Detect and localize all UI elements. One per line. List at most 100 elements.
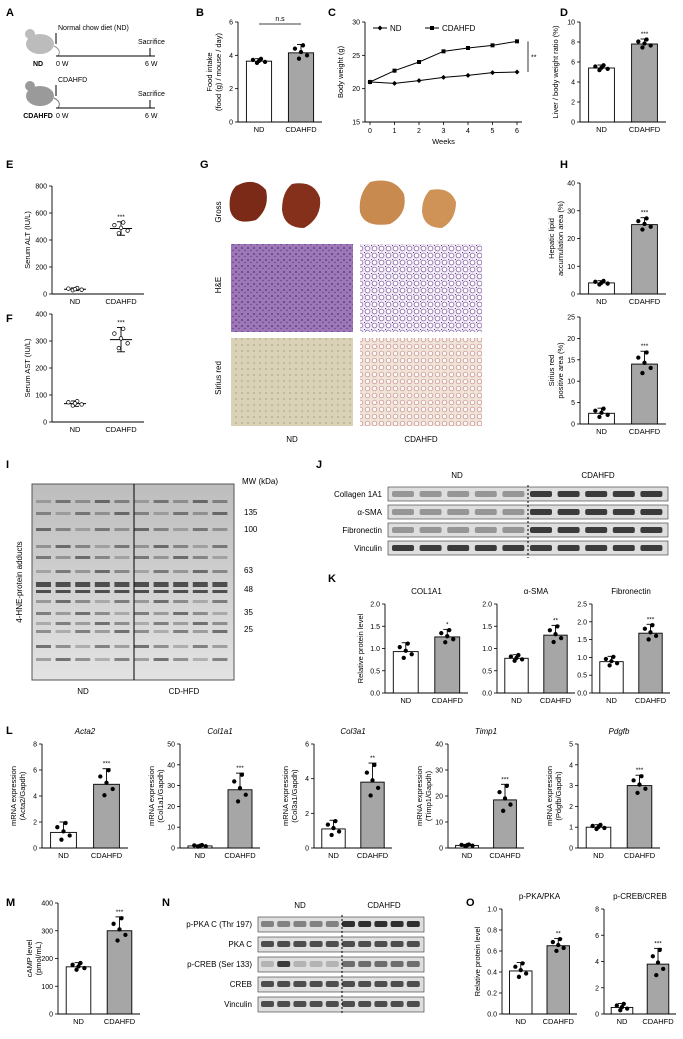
- hne-band: [153, 645, 169, 648]
- data-dot-H2: [636, 355, 641, 360]
- data-dot-E: [116, 231, 121, 236]
- y-tick-label-L3: 2: [305, 811, 309, 818]
- y-axis-label-line: (Pdgfb/Gapdh): [554, 771, 563, 821]
- data-dot-K3: [607, 663, 612, 668]
- y-tick-label-L2: 20: [167, 804, 175, 811]
- hne-band: [212, 545, 228, 548]
- y-tick-label-D: 4: [571, 80, 575, 87]
- y-tick-label-K3: 1.0: [577, 655, 587, 662]
- bar-L3-nd: [321, 828, 346, 849]
- y-tick-label-B: 6: [229, 20, 233, 27]
- n-band: [293, 941, 307, 947]
- legend-marker: [377, 25, 383, 31]
- x-tick-label-D: CDAHFD: [629, 125, 661, 134]
- x-tick-label-L2: ND: [195, 851, 206, 860]
- data-dot-H2: [648, 365, 653, 371]
- significance-H1: ***: [641, 210, 649, 217]
- data-dot-O1: [557, 936, 563, 942]
- y-tick-label-F: 400: [35, 312, 47, 319]
- data-dot-L5: [631, 778, 636, 783]
- n-band: [293, 921, 307, 927]
- j-band: [392, 509, 414, 515]
- panel-letter-d: D: [560, 7, 568, 19]
- y-tick-label-C: 25: [352, 53, 360, 60]
- chart-title-L5: Pdgfb: [609, 727, 630, 736]
- y-tick-label-L1: 4: [33, 794, 37, 801]
- bar-L1-cdahfd: [93, 783, 120, 849]
- data-dot-L5: [635, 790, 640, 796]
- y-tick-label-L4: 20: [435, 794, 443, 801]
- hne-group-cdhfd: CD-HFD: [169, 687, 200, 696]
- nd-mouse-label: ND: [33, 61, 43, 68]
- x-tick-label-K2: CDAHFD: [540, 696, 572, 705]
- hne-band: [75, 658, 91, 661]
- chart-title-K2: α-SMA: [524, 587, 549, 596]
- hne-band: [75, 612, 91, 615]
- data-dot-H2: [601, 406, 606, 411]
- panel-letter-f: F: [6, 313, 13, 325]
- n-band: [374, 941, 388, 947]
- hne-band: [153, 582, 169, 587]
- n-band: [325, 981, 339, 987]
- bar-B-cdahfd: [287, 52, 315, 123]
- hne-band: [212, 612, 228, 615]
- n-band: [406, 961, 420, 967]
- data-dot-D: [593, 64, 598, 69]
- n-band: [309, 981, 323, 987]
- hne-band: [173, 556, 189, 559]
- col-label-cdahfd: CDAHFD: [404, 435, 438, 444]
- hne-band: [36, 512, 51, 515]
- y-tick-label-D: 8: [571, 40, 575, 47]
- y-tick-label-F: 200: [35, 366, 47, 373]
- data-dot-K1: [405, 641, 410, 646]
- y-tick-label-K2: 0.0: [482, 691, 492, 698]
- y-tick-label-E: 800: [35, 184, 47, 191]
- y-tick-label-H2: 15: [567, 357, 575, 364]
- data-dot-M: [111, 921, 116, 926]
- gross-liver-nd: [229, 181, 321, 228]
- data-dot-E: [112, 222, 117, 228]
- data-dot-M: [117, 927, 122, 932]
- hne-band: [75, 622, 91, 625]
- significance-K1: *: [446, 621, 449, 628]
- data-dot-F: [66, 400, 71, 405]
- hne-band: [212, 500, 228, 503]
- bar-M-cdahfd: [106, 930, 133, 1015]
- n-band: [406, 1001, 420, 1007]
- data-dot-O1: [561, 945, 566, 951]
- mw-mark-48: 48: [244, 585, 253, 594]
- y-tick-label-L5: 0: [569, 846, 573, 853]
- y-axis-label-line: (Col1a1/Gapdh): [156, 769, 165, 823]
- y-tick-label-K1: 1.0: [370, 646, 380, 653]
- j-band: [585, 509, 608, 515]
- legend-marker: [430, 26, 434, 30]
- hne-band: [75, 630, 91, 633]
- hne-band: [36, 622, 51, 625]
- chart-title-O2: p-CREB/CREB: [613, 892, 667, 901]
- y-axis-label-L4: mRNA expression(Timp1/Gapdh): [415, 766, 433, 826]
- j-band: [557, 527, 580, 533]
- data-dot-O2: [621, 1001, 626, 1007]
- j-band: [392, 545, 414, 551]
- y-axis-label-line: Relative protein level: [356, 613, 365, 683]
- hne-band: [212, 630, 228, 633]
- hne-group-nd: ND: [77, 687, 89, 696]
- data-dot-L2: [235, 799, 241, 804]
- y-tick-label-H1: 20: [567, 236, 575, 243]
- y-tick-label-O1: 0.4: [487, 970, 497, 977]
- data-dot-M: [115, 938, 120, 943]
- j-band: [557, 491, 580, 497]
- y-tick-label-M: 100: [41, 984, 53, 991]
- j-band: [502, 527, 525, 533]
- y-tick-label-K2: 1.0: [482, 646, 492, 653]
- data-dot-K1: [401, 655, 406, 660]
- data-dot-D: [648, 43, 653, 48]
- data-dot-O1: [554, 948, 559, 954]
- n-blot-strips: [257, 915, 425, 1015]
- chart-title-L2: Col1a1: [207, 727, 232, 736]
- data-dot-H2: [599, 410, 604, 415]
- data-dot-B: [298, 49, 304, 55]
- y-axis-label-M: cAMP level(pmol/mL): [25, 939, 43, 977]
- j-row-fibronectin: Fibronectin: [342, 526, 382, 535]
- y-tick-label-L5: 3: [569, 783, 573, 790]
